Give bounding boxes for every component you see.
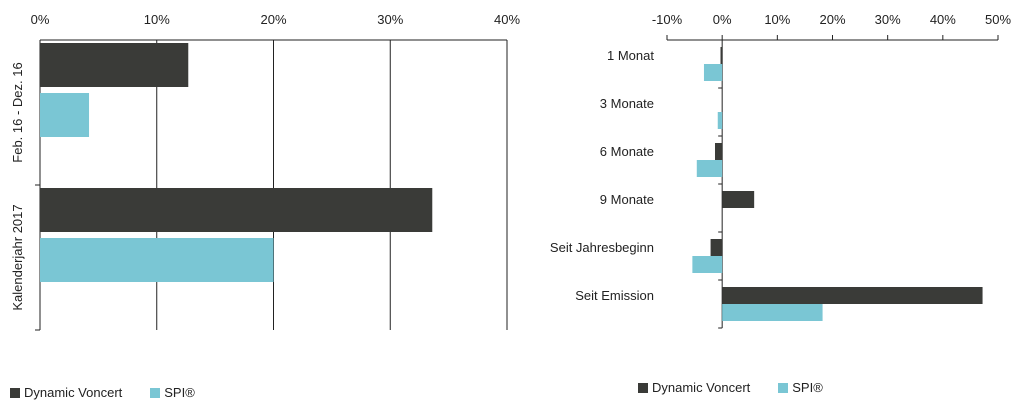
- category-label: 3 Monate: [600, 96, 654, 111]
- bar: [40, 188, 433, 232]
- category-label: 1 Monat: [607, 48, 654, 63]
- x-tick-label: 0%: [713, 12, 732, 27]
- bar: [696, 160, 723, 177]
- legend-label-dynamic: Dynamic Voncert: [24, 385, 123, 400]
- x-tick-label: 0%: [31, 12, 50, 27]
- x-tick-label: 20%: [819, 12, 845, 27]
- legend-left: Dynamic Voncert SPI®: [10, 385, 195, 400]
- x-tick-label: 30%: [377, 12, 403, 27]
- chart-right: -10% 0% 10% 20% 30% 40% 50% 1 Monat 3 Monate 6 Mo…: [550, 12, 1011, 329]
- bar: [40, 93, 90, 137]
- x-tick-label: 40%: [494, 12, 520, 27]
- x-tick-label: 10%: [764, 12, 790, 27]
- legend-swatch-dynamic: [10, 387, 20, 398]
- legend-swatch-spi: [778, 382, 789, 393]
- bar: [722, 191, 755, 208]
- bar: [720, 47, 723, 64]
- category-label: Feb. 16 - Dez. 16: [10, 62, 25, 162]
- bar: [722, 287, 983, 304]
- bar: [717, 112, 723, 129]
- category-label: Seit Jahresbeginn: [550, 240, 654, 255]
- x-tick-label: 10%: [144, 12, 170, 27]
- legend-label-dynamic: Dynamic Voncert: [652, 380, 751, 395]
- x-tick-label: -10%: [652, 12, 683, 27]
- legend-label-spi: SPI®: [164, 385, 195, 400]
- bar: [692, 256, 723, 273]
- x-tick-label: 50%: [985, 12, 1011, 27]
- bar: [710, 239, 723, 256]
- bar: [703, 64, 723, 81]
- bar: [40, 43, 189, 87]
- bar: [722, 304, 823, 321]
- legend-label-spi: SPI®: [792, 380, 823, 395]
- category-label: Seit Emission: [575, 288, 654, 303]
- x-tick-label: 20%: [260, 12, 286, 27]
- x-tick-label: 40%: [930, 12, 956, 27]
- x-tick-label: 30%: [875, 12, 901, 27]
- bar: [40, 238, 274, 282]
- bar: [714, 143, 723, 160]
- legend-swatch-spi: [150, 387, 161, 398]
- category-label: 9 Monate: [600, 192, 654, 207]
- legend-right: Dynamic Voncert SPI®: [638, 380, 823, 395]
- category-label: 6 Monate: [600, 144, 654, 159]
- category-label: Kalenderjahr 2017: [10, 204, 25, 310]
- chart-left: 0% 10% 20% 30% 40% Feb. 16 - Dez. 16 Kalenderj…: [10, 12, 520, 331]
- legend-swatch-dynamic: [638, 382, 648, 393]
